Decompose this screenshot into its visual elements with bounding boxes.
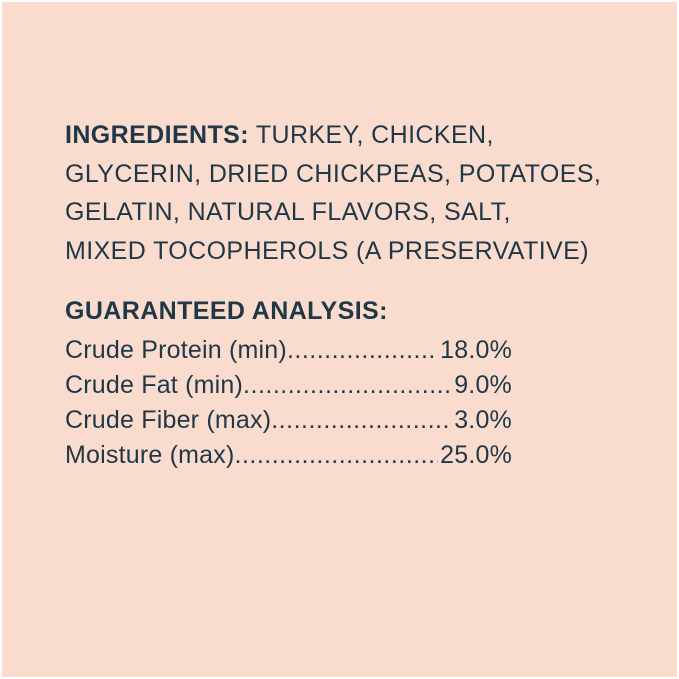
leader-dots: ........................................…	[234, 441, 439, 469]
analysis-row-value: 3.0%	[454, 406, 512, 434]
guaranteed-analysis-heading: GUARANTEED ANALYSIS:	[65, 297, 388, 325]
leader-dots: ........................................…	[271, 406, 452, 434]
table-row: Crude Fiber (max) ......................…	[65, 403, 512, 438]
ingredients-heading: INGREDIENTS:	[65, 121, 249, 149]
analysis-row-label: Crude Fiber (max)	[65, 406, 272, 434]
analysis-row-value: 25.0%	[440, 441, 512, 469]
guaranteed-analysis-section: GUARANTEED ANALYSIS: Crude Protein (min)…	[65, 292, 625, 473]
ingredients-line: TURKEY, CHICKEN,	[255, 121, 494, 149]
table-row: Crude Protein (min) ....................…	[65, 333, 512, 368]
ingredients-line: GELATIN, NATURAL FLAVORS, SALT,	[65, 198, 511, 226]
ingredients-paragraph: INGREDIENTS: TURKEY, CHICKEN, GLYCERIN, …	[65, 116, 625, 270]
leader-dots: ........................................…	[286, 336, 438, 364]
label-content: INGREDIENTS: TURKEY, CHICKEN, GLYCERIN, …	[65, 116, 625, 473]
analysis-row-label: Moisture (max)	[65, 441, 235, 469]
leader-dots: ........................................…	[243, 371, 452, 399]
table-row: Moisture (max) .........................…	[65, 438, 512, 473]
analysis-row-value: 18.0%	[440, 336, 512, 364]
analysis-row-value: 9.0%	[454, 371, 512, 399]
ingredients-line: MIXED TOCOPHEROLS (A PRESERVATIVE)	[65, 236, 589, 265]
guaranteed-analysis-table: Crude Protein (min) ....................…	[65, 333, 512, 473]
analysis-row-label: Crude Fat (min)	[65, 371, 244, 399]
ingredients-line: GLYCERIN, DRIED CHICKPEAS, POTATOES,	[65, 159, 602, 188]
table-row: Crude Fat (min) ........................…	[65, 368, 512, 403]
analysis-row-label: Crude Protein (min)	[65, 336, 287, 364]
